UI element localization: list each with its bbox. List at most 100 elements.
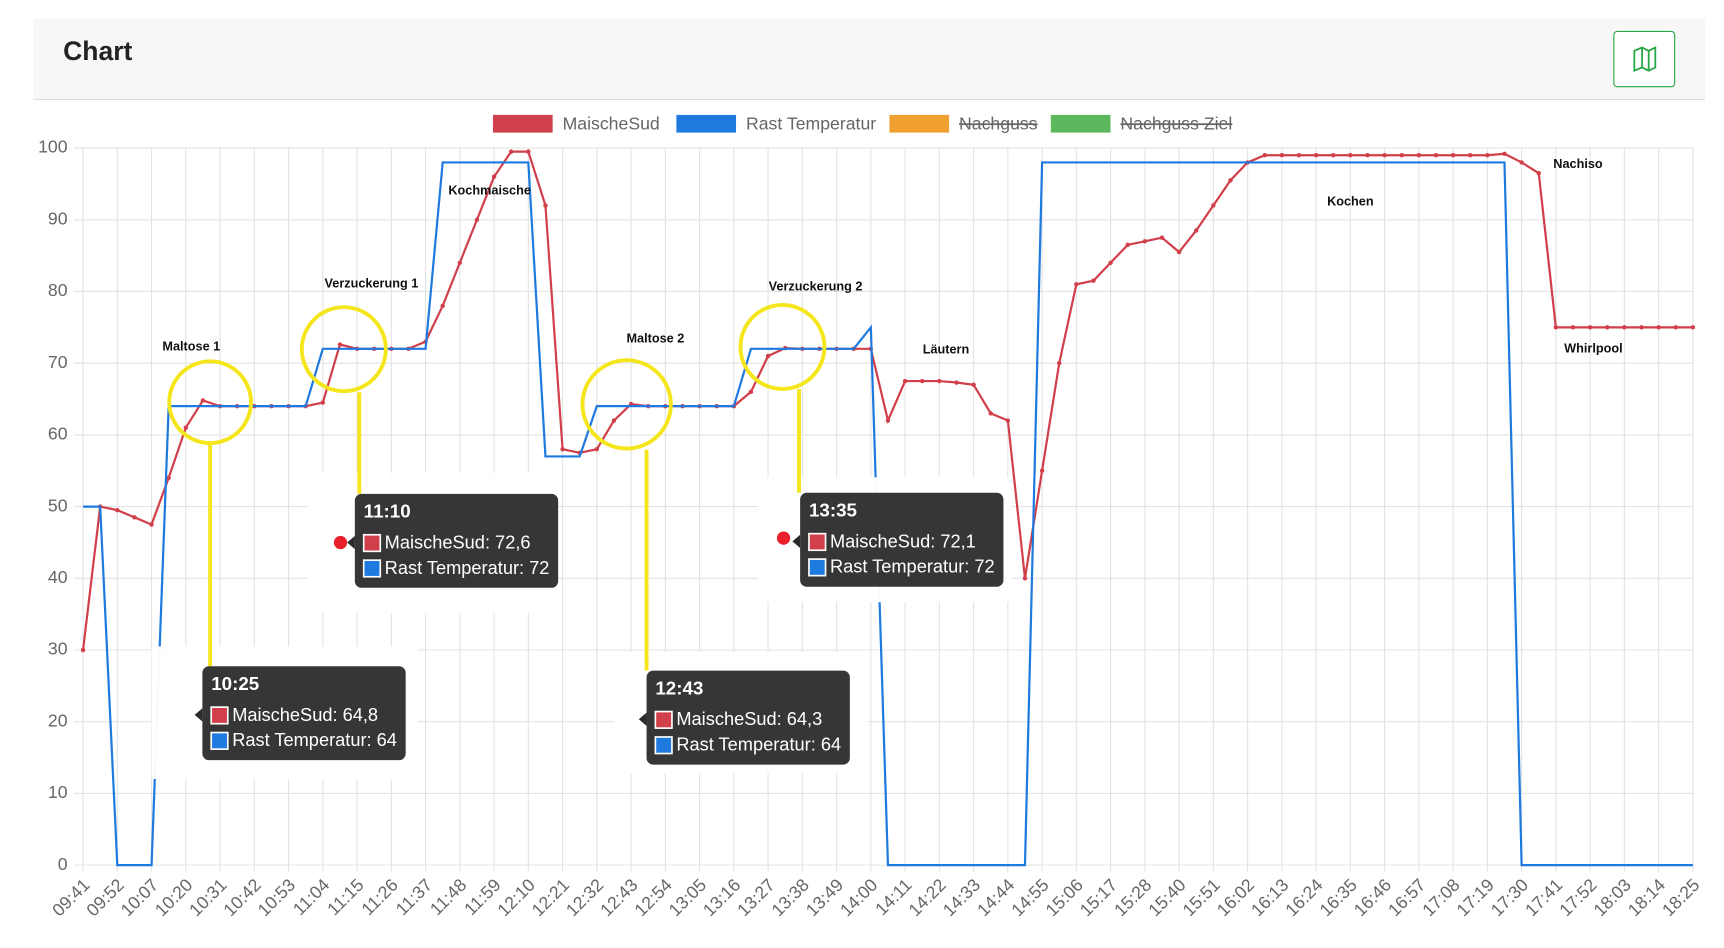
x-tick-label: 09:41	[48, 875, 93, 920]
point	[988, 411, 993, 416]
point	[971, 382, 976, 387]
point	[320, 400, 326, 405]
point	[1211, 203, 1216, 208]
point	[1587, 325, 1593, 330]
point	[1057, 360, 1062, 366]
card-header	[33, 18, 1706, 100]
tooltip-swatch	[210, 731, 229, 750]
point	[1228, 178, 1233, 183]
point	[1605, 325, 1610, 330]
annotation: Läutern	[923, 343, 970, 357]
x-tick-label: 16:24	[1281, 875, 1327, 921]
point	[1022, 576, 1028, 581]
x-tick-label: 14:00	[836, 875, 882, 921]
point	[885, 418, 891, 423]
annotation: Whirlpool	[1564, 342, 1622, 356]
point	[1296, 153, 1302, 158]
point	[1433, 153, 1439, 158]
hover-point	[776, 531, 791, 545]
point	[1416, 153, 1422, 158]
tooltip-caret	[792, 534, 801, 549]
card-title: Chart	[63, 36, 132, 66]
tooltip	[354, 493, 559, 588]
point	[1622, 325, 1627, 330]
legend-item[interactable]: Nachguss Ziel	[1050, 114, 1232, 134]
tooltip	[800, 492, 1004, 587]
annotation: Nachiso	[1553, 157, 1603, 171]
legend-item[interactable]: Nachguss	[889, 114, 1038, 134]
point	[1159, 235, 1165, 240]
x-tick-label: 11:37	[392, 875, 436, 919]
y-tick-label: 0	[58, 854, 68, 874]
x-tick-label: 15:17	[1076, 875, 1121, 920]
point	[149, 522, 154, 527]
x-tick-label: 11:26	[357, 875, 402, 920]
x-tick-label: 12:54	[630, 875, 676, 921]
point	[80, 647, 86, 653]
tooltip-swatch	[808, 558, 827, 577]
legend-swatch	[1050, 114, 1111, 133]
tooltip-swatch	[654, 736, 673, 755]
point	[1125, 242, 1130, 248]
x-tick-label: 17:30	[1487, 875, 1533, 921]
legend-label: Nachguss	[959, 114, 1038, 134]
y-tick-label: 10	[48, 782, 68, 802]
x-tick-label: 10:53	[254, 875, 300, 921]
x-tick-label: 14:44	[973, 875, 1019, 921]
legend-item[interactable]: Rast Temperatur	[676, 114, 876, 134]
point	[132, 515, 137, 520]
tooltip-title: 13:35	[809, 500, 857, 521]
x-tick-label: 17:08	[1418, 875, 1464, 921]
tooltip-item: Rast Temperatur: 64	[676, 734, 841, 755]
point	[902, 378, 908, 384]
point	[337, 342, 343, 347]
x-tick-label: 15:51	[1179, 875, 1224, 920]
series-line	[83, 161, 1693, 867]
x-tick-label: 11:15	[323, 875, 368, 920]
map-button[interactable]	[1613, 30, 1676, 88]
legend-swatch	[889, 114, 950, 133]
point	[115, 507, 120, 513]
point	[491, 174, 497, 179]
x-tick-label: 10:42	[219, 875, 264, 920]
tooltip-swatch	[362, 533, 382, 553]
x-tick-label: 12:43	[596, 875, 642, 921]
point	[526, 149, 531, 154]
point	[1039, 468, 1045, 473]
x-tick-label: 11:48	[426, 875, 471, 920]
map-icon	[1633, 46, 1657, 73]
tooltip-item: MaischeSud: 72,6	[385, 531, 531, 552]
point	[1331, 153, 1336, 158]
x-tick-label: 15:06	[1042, 875, 1088, 921]
x-tick-label: 15:28	[1110, 875, 1156, 921]
point	[1365, 153, 1370, 158]
x-tick-label: 13:27	[733, 875, 778, 920]
x-tick-label: 16:57	[1384, 875, 1429, 920]
point	[457, 260, 463, 265]
x-tick-label: 11:04	[289, 875, 334, 920]
x-tick-label: 10:31	[185, 875, 230, 920]
highlight-circle	[580, 358, 673, 451]
x-tick-label: 17:41	[1521, 875, 1566, 920]
x-tick-label: 17:52	[1555, 875, 1600, 920]
point	[1005, 418, 1011, 423]
point	[1382, 153, 1387, 158]
x-tick-label: 14:11	[871, 875, 915, 919]
point	[1673, 325, 1678, 330]
x-tick-label: 14:33	[939, 875, 985, 921]
x-tick-label: 12:32	[562, 875, 607, 920]
tooltip-swatch	[210, 706, 229, 725]
point	[1570, 325, 1576, 330]
tooltip-item: MaischeSud: 64,8	[232, 704, 378, 725]
tooltip-swatch	[362, 559, 382, 578]
legend-item[interactable]: MaischeSud	[492, 114, 660, 134]
button-frame[interactable]	[1613, 30, 1676, 88]
x-tick-label: 10:07	[117, 875, 162, 920]
point	[1468, 153, 1473, 158]
annotation: Verzuckerung 1	[325, 276, 419, 290]
x-tick-label: 18:03	[1590, 875, 1636, 921]
legend-label: Nachguss Ziel	[1120, 114, 1232, 134]
point	[1262, 153, 1267, 158]
x-tick-label: 12:21	[528, 875, 573, 920]
